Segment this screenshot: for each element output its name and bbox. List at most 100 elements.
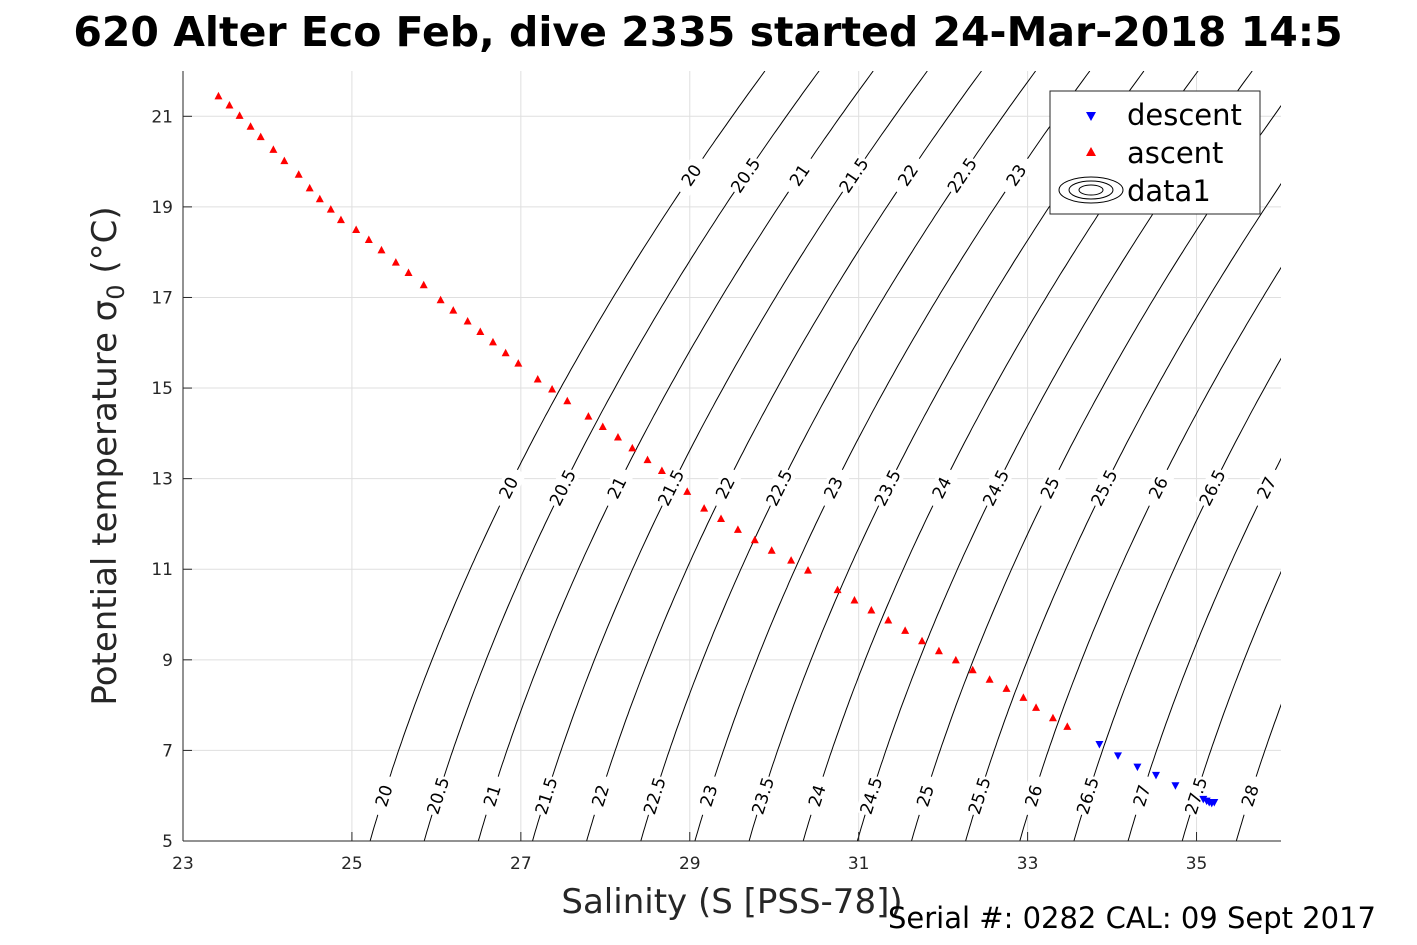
legend: descent ascent data1 [1049,90,1261,215]
contour-line-1 [423,71,820,841]
contour-label-bg-top-1 [725,153,765,198]
contour-label-mid-5: 22.5 [763,467,798,510]
contour-line-12 [1019,266,1281,841]
data-points [214,91,1219,808]
contour-label-bg-mid-8 [923,465,960,511]
x-tick-label-1: 25 [341,854,363,874]
legend-ascent-marker [1086,147,1096,156]
ascent-point-7 [294,170,303,178]
contour-label-bg-bottom-9 [855,773,887,818]
contour-label-bottom-15: 27.5 [1182,775,1213,817]
ascent-point-48 [934,646,943,655]
contour-label-bg-bottom-0 [368,773,400,818]
contour-line-4 [586,71,982,841]
ascent-point-2 [235,111,244,119]
contour-label-bg-mid-3 [653,465,689,511]
x-axis-label: Salinity (S [PSS-78]) [561,882,902,922]
ascent-point-30 [613,432,622,441]
legend-descent-label: descent [1127,98,1242,132]
ascent-point-51 [985,675,994,683]
ascent-point-17 [419,280,428,289]
ascent-point-4 [256,132,265,141]
contour-label-bg-bottom-15 [1180,773,1212,818]
y-tick-label-4: 13 [151,470,173,490]
ascent-point-16 [404,268,413,277]
y-tick-label-8: 21 [151,107,173,127]
x-tick-label-6: 35 [1186,854,1208,874]
descent-point-4 [1171,782,1180,790]
ascent-point-50 [968,665,977,674]
ascent-point-34 [683,487,692,495]
ascent-point-27 [563,396,572,405]
ascent-point-12 [352,225,361,234]
ascent-point-41 [804,566,813,574]
contour-line-16 [1235,703,1281,841]
x-tick-label-0: 23 [172,854,194,874]
contour-label-bg-top-0 [671,153,711,198]
ascent-point-21 [476,327,485,335]
y-tick-label-7: 19 [151,198,173,218]
contour-label-bg-mid-13 [1194,465,1231,511]
ascent-point-39 [767,546,776,554]
ascent-point-10 [326,205,335,213]
contour-line-6 [694,71,1091,841]
contour-label-bottom-7: 23.5 [748,775,779,817]
ascent-point-25 [533,375,542,383]
ascent-point-49 [951,655,960,664]
contour-label-mid-7: 23.5 [871,467,906,510]
density-contours [369,71,1281,841]
contour-label-bg-mid-5 [761,465,798,511]
contour-label-bg-mid-6 [815,465,852,511]
contour-label-bg-top-3 [834,153,874,198]
legend-descent-marker [1086,112,1096,121]
contour-label-bg-top-6 [996,153,1036,198]
contour-line-3 [532,71,928,841]
ascent-point-31 [628,443,637,452]
contour-label-bg-mid-2 [598,465,635,511]
ascent-point-43 [850,596,859,604]
contour-label-bg-bottom-3 [530,773,562,818]
contour-label-bottom-13: 26.5 [1073,775,1104,817]
y-axis-label: Potential temperature σ0 (°C) [85,206,130,705]
ascent-point-14 [377,245,386,254]
ascent-point-28 [584,412,593,420]
ascent-point-32 [643,455,652,464]
contour-label-bg-mid-4 [707,465,743,511]
y-tick-label-5: 15 [151,379,173,399]
grid [182,71,1281,842]
contour-label-bg-mid-7 [869,465,906,511]
contour-label-bg-mid-12 [1140,465,1177,511]
contour-label-bg-bottom-4 [584,773,616,818]
ascent-point-33 [657,466,666,474]
contour-line-13 [1073,357,1281,841]
ascent-point-36 [717,514,726,523]
ascent-point-45 [884,615,893,624]
contour-labels: 2020.52121.52222.52323.52424.252020.5212… [368,152,1285,818]
x-tick-label-2: 27 [510,854,532,874]
x-tick-label-4: 31 [848,854,870,874]
contour-label-bg-mid-11 [1086,465,1122,511]
descent-point-2 [1133,763,1142,772]
contour-label-bg-top-5 [942,153,982,198]
contour-label-bg-bottom-5 [638,773,671,818]
ascent-point-46 [901,626,910,634]
ascent-point-55 [1048,713,1057,722]
ascent-point-0 [214,91,223,100]
contour-line-14 [1127,457,1281,841]
contour-line-2 [477,71,874,841]
ascent-point-53 [1019,693,1028,701]
contour-label-bg-bottom-16 [1234,773,1266,818]
contour-line-15 [1181,570,1281,841]
ascent-point-1 [225,100,234,109]
x-tick-label-3: 29 [679,854,701,874]
contour-label-bg-bottom-7 [747,773,779,818]
ascent-point-40 [787,556,796,564]
contour-label-bg-bottom-2 [476,773,508,818]
contour-label-bg-bottom-10 [909,773,941,818]
ascent-point-22 [488,337,497,346]
ascent-point-47 [918,636,927,645]
y-axis-label-sub: 0 [102,284,130,299]
legend-data1-label: data1 [1127,174,1211,208]
y-tick-label-2: 9 [162,651,173,671]
